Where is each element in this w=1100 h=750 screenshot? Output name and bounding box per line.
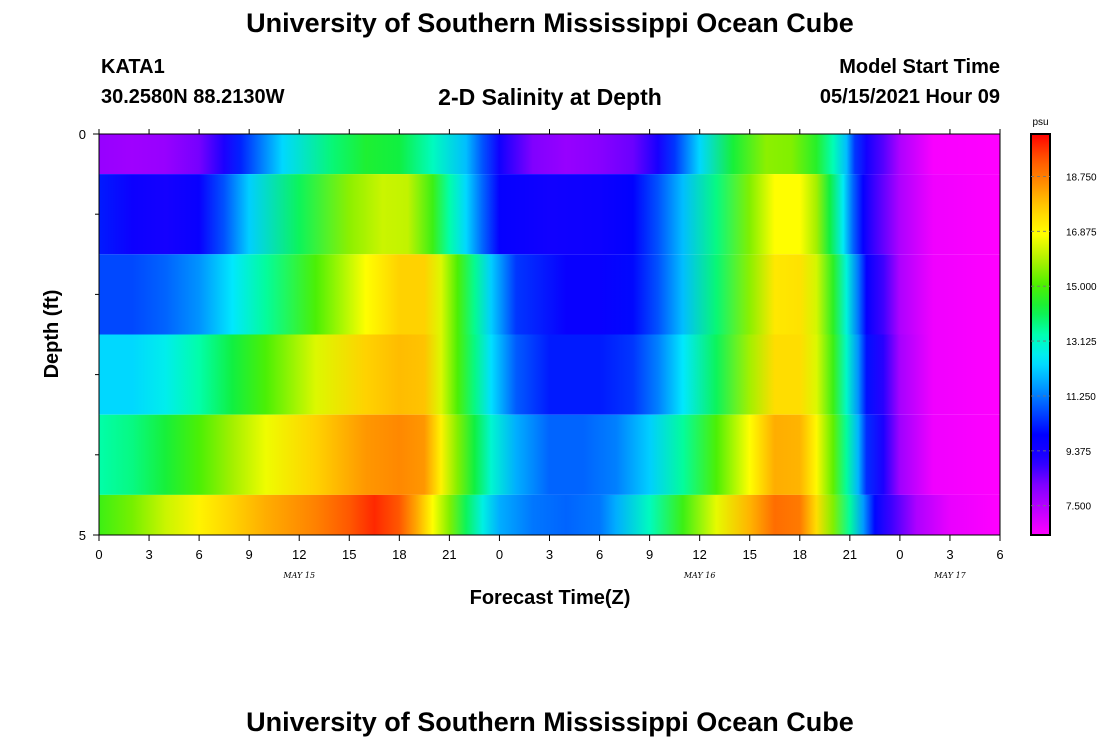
heatmap-layers (99, 134, 1000, 535)
day-label: MAY 16 (683, 571, 716, 580)
x-tick-label: 21 (442, 547, 456, 562)
depth-layer-2 (99, 254, 1000, 335)
x-tick-label: 15 (742, 547, 756, 562)
x-tick-label: 0 (496, 547, 503, 562)
day-label: MAY 17 (933, 571, 967, 580)
page-title: University of Southern Mississippi Ocean… (246, 8, 854, 38)
x-tick-label: 12 (692, 547, 706, 562)
x-tick-label: 6 (996, 547, 1003, 562)
y-tick-label: 0 (79, 127, 86, 142)
x-tick-label: 3 (546, 547, 553, 562)
depth-layer-1 (99, 174, 1000, 255)
x-tick-label: 3 (946, 547, 953, 562)
model-start-label: Model Start Time (839, 56, 1000, 78)
x-tick-label: 15 (342, 547, 356, 562)
colorbar-tick-label: 9.375 (1066, 447, 1091, 458)
colorbar-tick-label: 15.000 (1066, 282, 1097, 293)
y-axis: 05 (79, 127, 99, 543)
station-coordinates: 30.2580N 88.2130W (101, 86, 285, 108)
depth-layer-0 (99, 134, 1000, 175)
x-axis: 0 3 6 9 12 15 18 21 0 3 6 9 12 15 18 21 0 3 6 MAY 15 MAY 16 M… (95, 129, 1004, 580)
colorbar-tick-label: 13.125 (1066, 337, 1097, 348)
depth-layer-5 (99, 494, 1000, 535)
x-tick-label: 0 (896, 547, 903, 562)
x-tick-label: 3 (145, 547, 152, 562)
colorbar-tick-label: 7.500 (1066, 502, 1091, 513)
colorbar: 7.500 9.375 11.250 13.125 15.000 16.875 18.750… (1030, 117, 1097, 536)
x-tick-label: 21 (843, 547, 857, 562)
x-tick-label: 9 (646, 547, 653, 562)
colorbar-scale (1030, 133, 1051, 536)
chart-title: 2-D Salinity at Depth (438, 84, 662, 110)
depth-layer-3 (99, 334, 1000, 415)
x-tick-label: 18 (392, 547, 406, 562)
x-tick-label: 12 (292, 547, 306, 562)
depth-layer-4 (99, 414, 1000, 495)
day-label: MAY 15 (282, 571, 315, 580)
colorbar-tick-label: 11.250 (1066, 392, 1096, 403)
x-tick-label: 9 (246, 547, 253, 562)
station-name: KATA1 (101, 56, 165, 78)
y-tick-label: 5 (79, 528, 86, 543)
x-tick-label: 6 (195, 547, 202, 562)
x-tick-label: 0 (95, 547, 102, 562)
x-axis-title: Forecast Time(Z) (470, 587, 631, 609)
x-tick-label: 6 (596, 547, 603, 562)
x-tick-label: 18 (793, 547, 807, 562)
footer-title: University of Southern Mississippi Ocean… (246, 707, 854, 737)
y-axis-title: Depth (ft) (41, 290, 63, 379)
model-start-value: 05/15/2021 Hour 09 (819, 86, 1000, 108)
colorbar-tick-label: 18.750 (1066, 172, 1097, 183)
colorbar-tick-label: 16.875 (1066, 227, 1097, 238)
colorbar-unit: psu (1032, 117, 1048, 128)
